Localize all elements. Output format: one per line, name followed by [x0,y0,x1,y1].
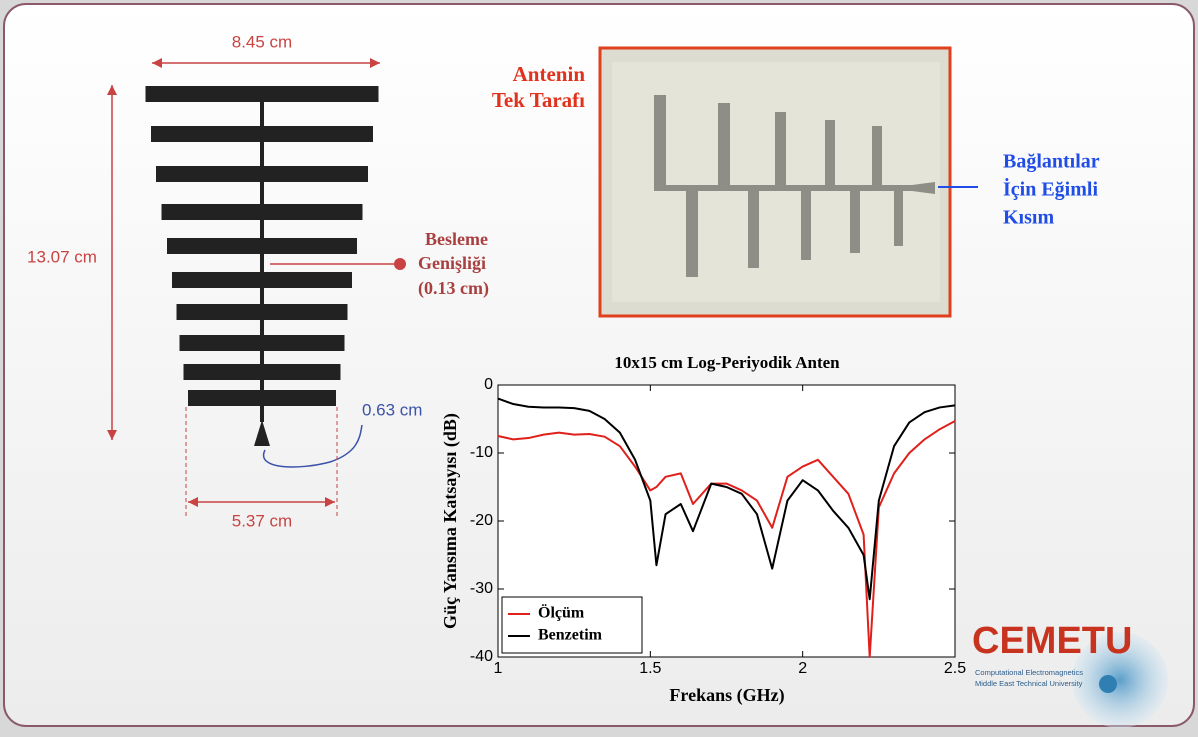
feed-label: Besleme [425,229,488,249]
chart-title: 10x15 cm Log-Periyodik Anten [614,353,840,372]
logo-line: Middle East Technical University [975,679,1083,688]
logo-dot [1099,675,1117,693]
gap-pointer [262,424,363,468]
legend-label: Ölçüm [538,604,585,622]
series-line [497,397,956,601]
base-label: 5.37 cm [232,511,292,530]
taper-label: Bağlantılar [1003,151,1100,173]
side-label: Antenin [513,62,586,86]
y-tick-label: -30 [470,580,493,597]
y-axis-label: Güç Yansıma Katsayısı (dB) [440,413,461,629]
taper-label: Kısım [1003,207,1054,229]
x-tick-label: 2.5 [944,660,966,677]
y-tick-label: -20 [470,512,493,529]
antenna-diagram [145,86,379,446]
chart: 1 1.5 2 2.5 -40 -30 -20 -10 0 Ölçüm Benzetim [470,376,966,677]
y-tick-label: -10 [470,444,493,461]
y-tick-label: -40 [470,648,493,665]
gap-label: 0.63 cm [362,400,422,419]
logo-name: CEMETU [972,620,1132,662]
logo-line: Computational Electromagnetics [975,668,1083,677]
logo-circle [1072,632,1168,728]
x-tick-label: 2 [798,660,807,677]
x-tick-label: 1 [494,660,503,677]
taper-label: İçin Eğimli [1003,177,1098,201]
feed-dot [394,258,406,270]
x-axis-label: Frekans (GHz) [669,685,784,706]
series-line [497,420,956,658]
legend-label: Benzetim [538,627,603,644]
antenna-taper [254,420,270,446]
y-tick-label: 0 [484,376,493,393]
width-label: 8.45 cm [232,32,292,51]
feed-label: Genişliği [418,253,486,273]
height-label: 13.07 cm [27,247,97,266]
antenna-feed [260,86,264,422]
feed-label: (0.13 cm) [418,278,489,299]
side-label: Tek Tarafı [492,88,585,112]
x-tick-label: 1.5 [639,660,661,677]
legend-box [501,596,643,654]
photo-traces [654,95,935,277]
